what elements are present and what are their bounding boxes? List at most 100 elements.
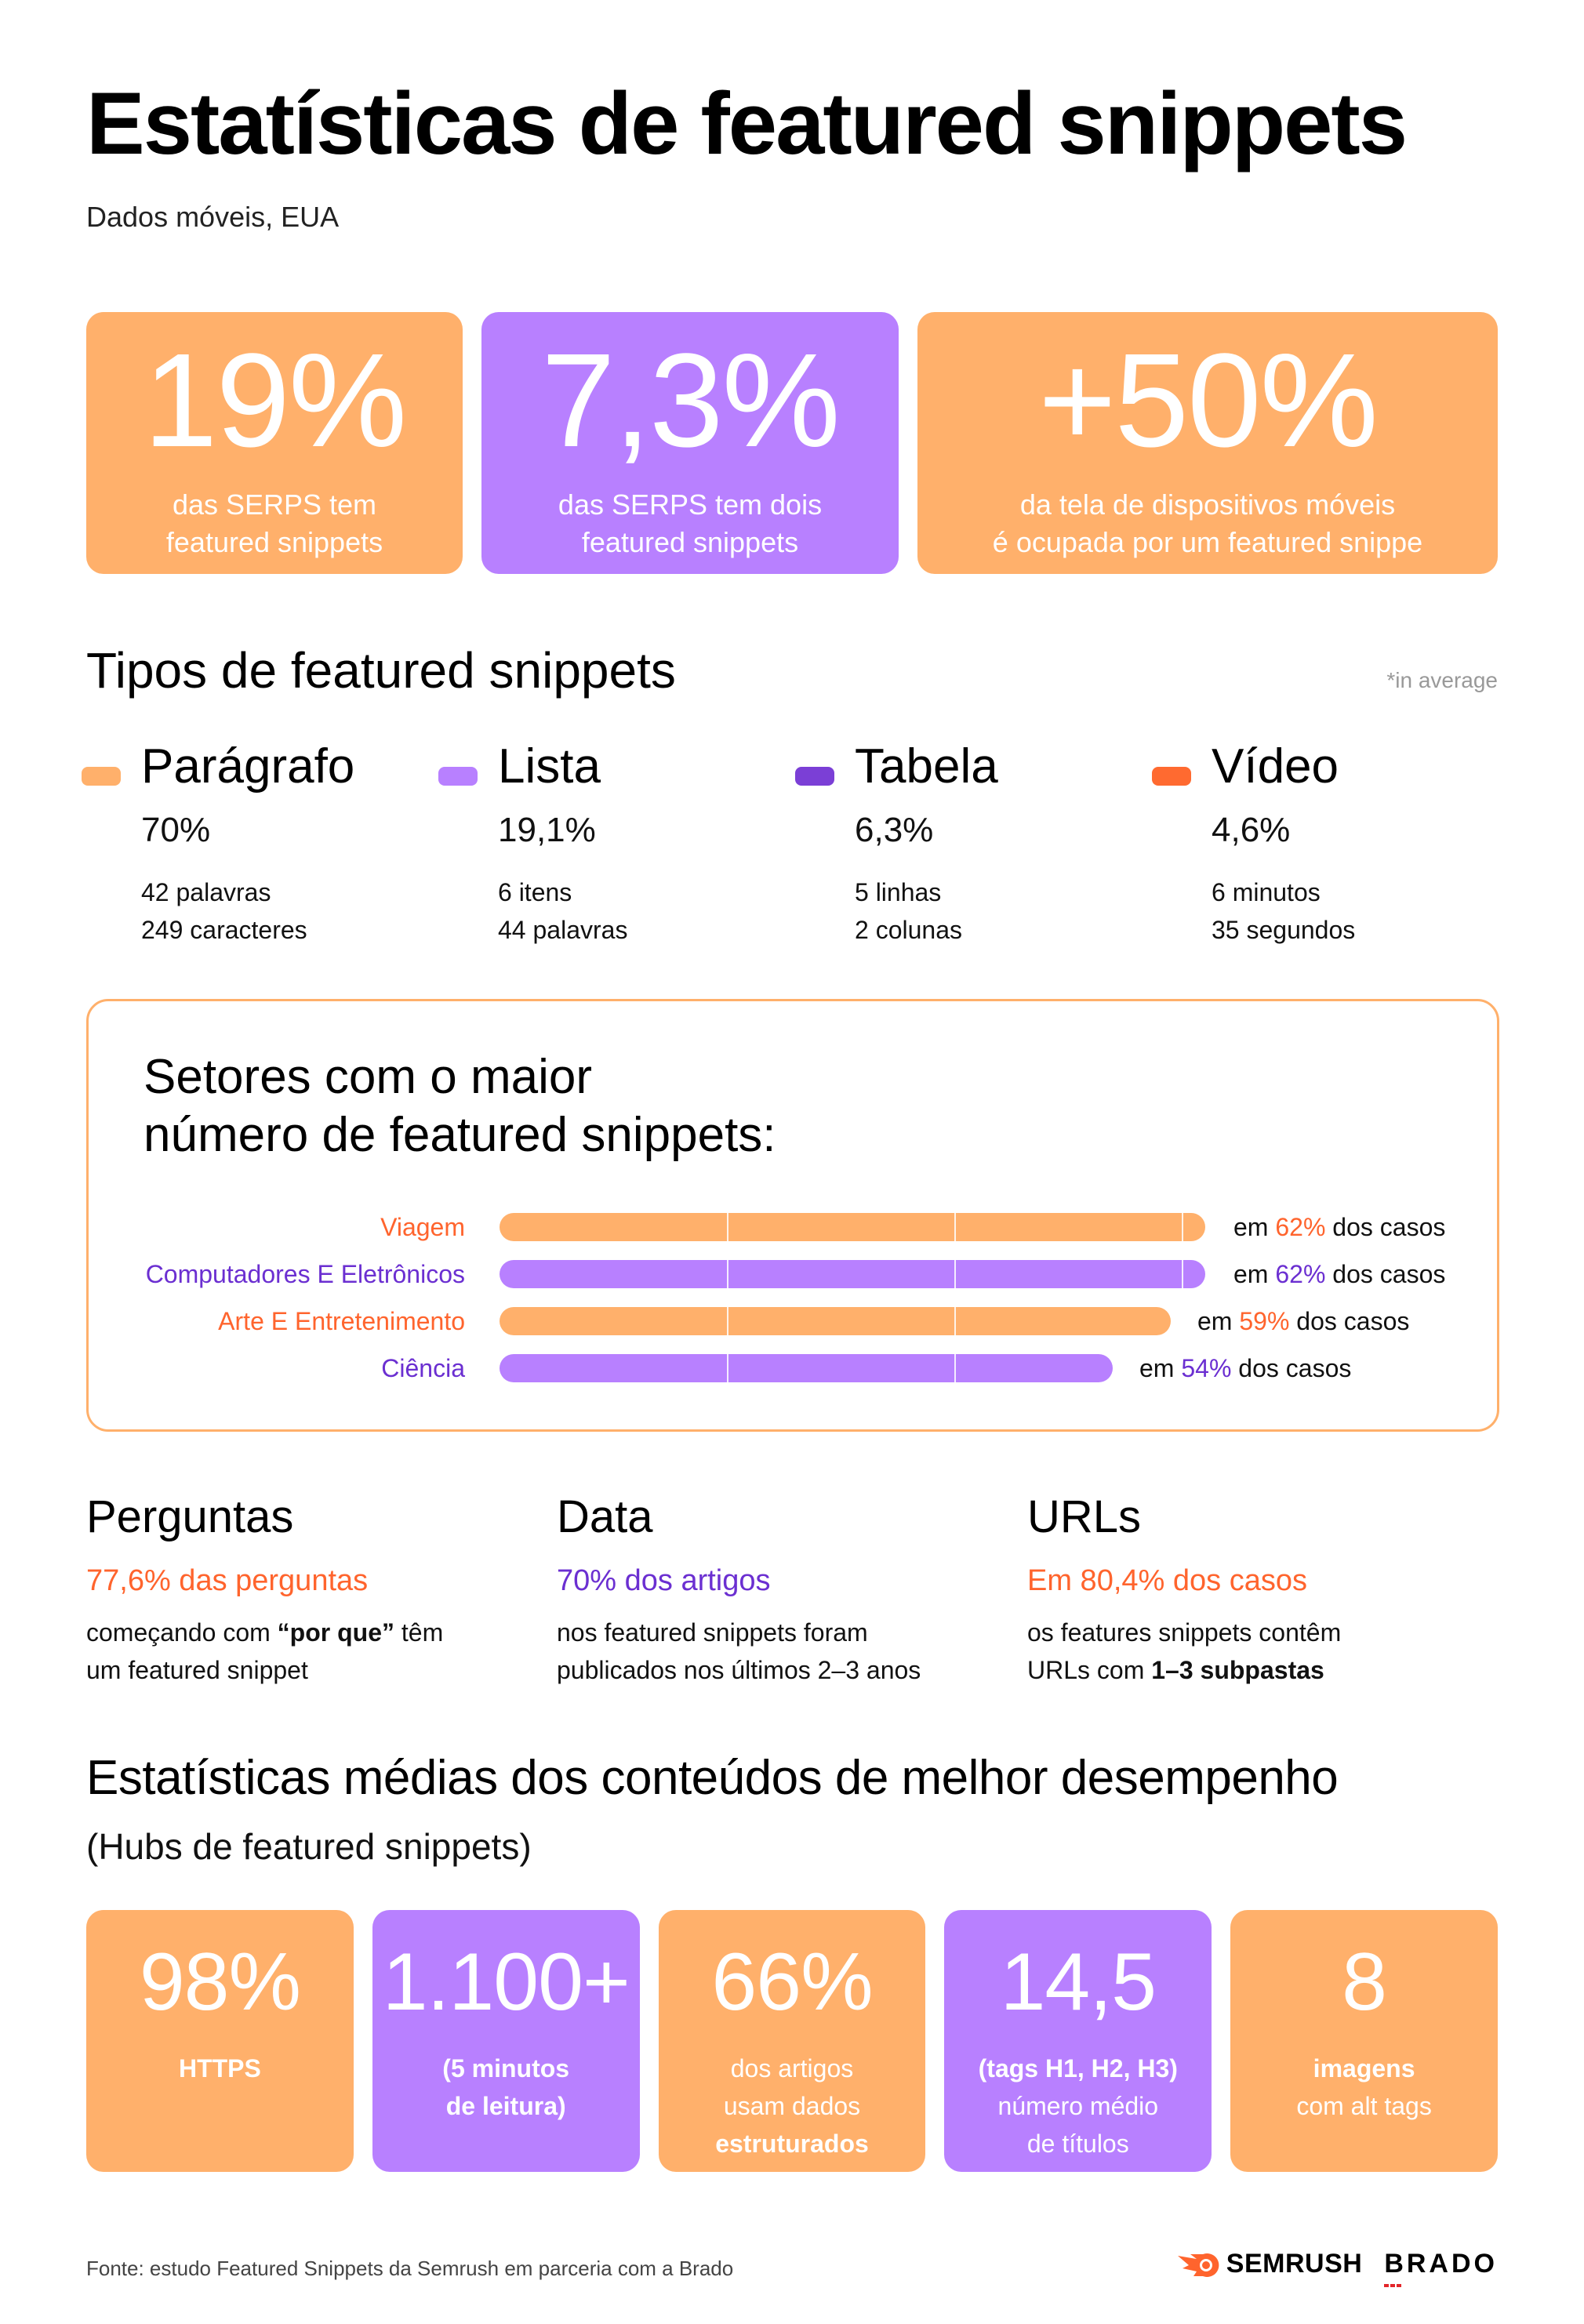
bar-value-label: em 62% dos casos bbox=[1233, 1213, 1446, 1241]
type-detail: 42 palavras bbox=[141, 878, 271, 906]
stat-card-images: 8 imagens com alt tags bbox=[1230, 1910, 1498, 2172]
stat-value: 66% bbox=[711, 1937, 873, 2028]
legend-swatch-icon bbox=[82, 767, 121, 786]
bar-value-label: em 54% dos casos bbox=[1139, 1354, 1352, 1382]
source-note: Fonte: estudo Featured Snippets da Semru… bbox=[86, 2257, 734, 2280]
fact-title: URLs bbox=[1027, 1491, 1142, 1542]
page-title: Estatísticas de featured snippets bbox=[86, 74, 1408, 172]
stat-value: +50% bbox=[1038, 326, 1379, 475]
legend-swatch-icon bbox=[438, 767, 478, 786]
gridline bbox=[1182, 1213, 1183, 1241]
fact-title: Data bbox=[557, 1491, 653, 1542]
fact-urls: URLs Em 80,4% dos casos os features snip… bbox=[1027, 1490, 1498, 1689]
stat-card-word-count: 1.100+ (5 minutos de leitura) bbox=[372, 1910, 640, 2172]
stat-value: 1.100+ bbox=[382, 1937, 630, 2028]
fact-title: Perguntas bbox=[86, 1491, 294, 1542]
semrush-wordmark: SEMRUSH bbox=[1226, 2249, 1363, 2279]
best-content-cards: 98% HTTPS 1.100+ (5 minutos de leitura) … bbox=[86, 1910, 1498, 2172]
type-detail: 249 caracteres bbox=[141, 916, 307, 944]
chart-title-line: Setores com o maior bbox=[144, 1050, 592, 1104]
snippet-type-list: Lista 19,1% 6 itens 44 palavras bbox=[438, 737, 795, 949]
top-stat-cards: 19% das SERPS tem featured snippets 7,3%… bbox=[86, 312, 1498, 574]
gridline bbox=[954, 1354, 956, 1382]
stat-card-headings: 14,5 (tags H1, H2, H3) número médio de t… bbox=[944, 1910, 1212, 2172]
stat-card-two-snippets: 7,3% das SERPS tem dois featured snippet… bbox=[481, 312, 899, 574]
type-percent: 19,1% bbox=[498, 811, 596, 849]
types-section-title: Tipos de featured snippets bbox=[86, 642, 676, 699]
type-detail: 5 linhas bbox=[855, 878, 942, 906]
bar bbox=[500, 1260, 1205, 1288]
bar bbox=[500, 1307, 1171, 1335]
bar-label: Ciência bbox=[381, 1354, 465, 1382]
snippet-type-table: Tabela 6,3% 5 linhas 2 colunas bbox=[795, 737, 1152, 949]
bar-value-label: em 59% dos casos bbox=[1197, 1307, 1410, 1335]
brado-wordmark: BRADO bbox=[1384, 2249, 1498, 2279]
sectors-chart-panel: Setores com o maior número de featured s… bbox=[86, 999, 1499, 1432]
stat-desc-line: featured snippets bbox=[165, 526, 383, 558]
brado-logo: BRADO bbox=[1384, 2249, 1498, 2287]
fact-highlight: Em 80,4% dos casos bbox=[1027, 1564, 1307, 1597]
type-detail: 2 colunas bbox=[855, 916, 962, 944]
bar-label: Computadores E Eletrônicos bbox=[145, 1260, 465, 1288]
gridline bbox=[727, 1213, 728, 1241]
type-percent: 4,6% bbox=[1212, 811, 1291, 849]
type-name: Lista bbox=[498, 739, 601, 793]
gridline bbox=[954, 1260, 956, 1288]
sectors-chart-title: Setores com o maior número de featured s… bbox=[144, 1048, 776, 1164]
bar-row: Viagem em 62% dos casos bbox=[89, 1213, 1497, 1241]
partner-logos: SEMRUSH BRADO bbox=[1176, 2249, 1498, 2287]
stat-desc-line: das SERPS tem dois bbox=[558, 488, 823, 521]
fact-highlight: 77,6% das perguntas bbox=[86, 1564, 369, 1597]
type-detail: 6 minutos bbox=[1212, 878, 1321, 906]
bar-value-label: em 62% dos casos bbox=[1233, 1260, 1446, 1288]
snippet-type-video: Vídeo 4,6% 6 minutos 35 segundos bbox=[1152, 737, 1509, 949]
gridline bbox=[954, 1307, 956, 1335]
type-percent: 70% bbox=[141, 811, 211, 849]
semrush-logo: SEMRUSH bbox=[1176, 2249, 1363, 2279]
gridline bbox=[727, 1307, 728, 1335]
stat-card-structured-data: 66% dos artigos usam dados estruturados bbox=[658, 1910, 926, 2172]
type-name: Tabela bbox=[855, 739, 998, 793]
fact-date: Data 70% dos artigos nos featured snippe… bbox=[557, 1490, 1027, 1689]
fact-body: nos featured snippets foram publicados n… bbox=[557, 1618, 921, 1684]
stat-description: da tela de dispositivos móveis é ocupada… bbox=[993, 486, 1422, 561]
snippet-type-paragraph: Parágrafo 70% 42 palavras 249 caracteres bbox=[82, 737, 438, 949]
type-percent: 6,3% bbox=[855, 811, 934, 849]
type-detail: 6 itens bbox=[498, 878, 572, 906]
bar-row: Computadores E Eletrônicos em 62% dos ca… bbox=[89, 1260, 1497, 1288]
bar-row: Arte E Entretenimento em 59% dos casos bbox=[89, 1307, 1497, 1335]
legend-swatch-icon bbox=[795, 767, 834, 786]
average-note: *in average bbox=[1386, 668, 1498, 692]
bar bbox=[500, 1354, 1113, 1382]
fact-body: começando com “por que” têm um featured … bbox=[86, 1618, 444, 1684]
stat-value: 8 bbox=[1342, 1937, 1387, 2028]
legend-swatch-icon bbox=[1152, 767, 1191, 786]
stat-card-screen-share: +50% da tela de dispositivos móveis é oc… bbox=[917, 312, 1498, 574]
fact-body: os features snippets contêm URLs com 1–3… bbox=[1027, 1618, 1342, 1684]
type-detail: 44 palavras bbox=[498, 916, 628, 944]
stat-desc-line: da tela de dispositivos móveis bbox=[1019, 488, 1396, 521]
best-content-subtitle: (Hubs de featured snippets) bbox=[86, 1826, 532, 1867]
bar-label: Arte E Entretenimento bbox=[218, 1307, 465, 1335]
type-name: Vídeo bbox=[1212, 739, 1339, 793]
stat-description: das SERPS tem featured snippets bbox=[166, 486, 383, 561]
fact-highlight: 70% dos artigos bbox=[557, 1564, 771, 1597]
gridline bbox=[727, 1354, 728, 1382]
gridline bbox=[727, 1260, 728, 1288]
bar bbox=[500, 1213, 1205, 1241]
stat-desc-line: é ocupada por um featured snippe bbox=[992, 526, 1423, 558]
stat-value: 14,5 bbox=[1000, 1937, 1157, 2028]
stat-card-https: 98% HTTPS bbox=[86, 1910, 354, 2172]
fact-questions: Perguntas 77,6% das perguntas começando … bbox=[86, 1490, 557, 1689]
snippet-types-list: Parágrafo 70% 42 palavras 249 caracteres… bbox=[82, 737, 1509, 949]
chart-title-line: número de featured snippets: bbox=[144, 1108, 776, 1162]
gridline bbox=[1182, 1260, 1183, 1288]
gridline bbox=[954, 1213, 956, 1241]
page-subtitle: Dados móveis, EUA bbox=[86, 201, 340, 233]
brado-dots-icon bbox=[1384, 2284, 1402, 2287]
stat-description: das SERPS tem dois featured snippets bbox=[558, 486, 822, 561]
type-name: Parágrafo bbox=[141, 739, 355, 793]
stat-card-serps-with-snippets: 19% das SERPS tem featured snippets bbox=[86, 312, 463, 574]
best-content-title: Estatísticas médias dos conteúdos de mel… bbox=[86, 1751, 1339, 1805]
stat-value: 7,3% bbox=[541, 326, 840, 475]
